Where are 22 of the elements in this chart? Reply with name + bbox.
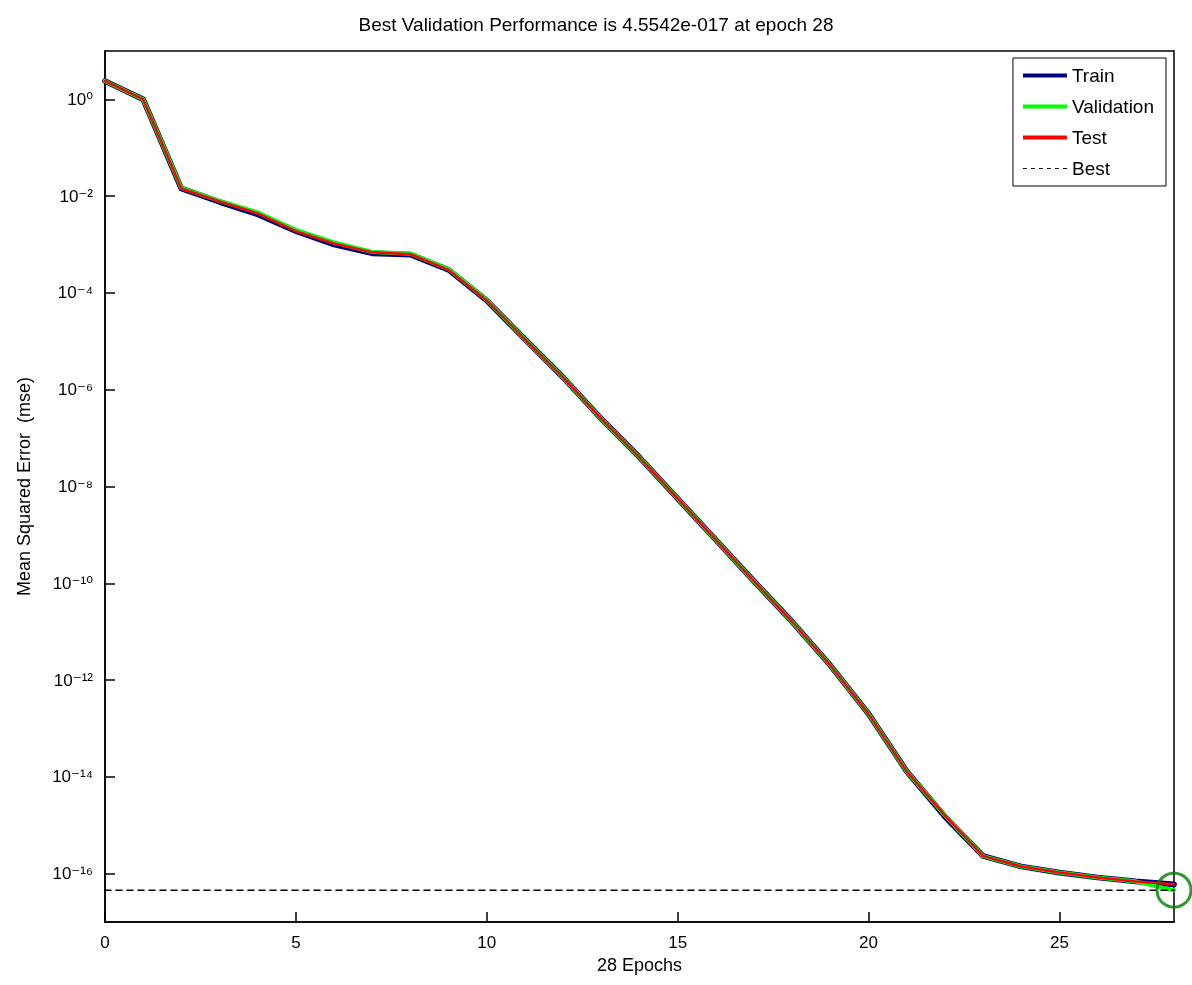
y-tick-label: 10⁻¹⁴ xyxy=(52,767,93,787)
y-tick-label: 10⁻¹⁶ xyxy=(52,864,93,884)
legend-label: Test xyxy=(1071,127,1108,148)
legend-label: Train xyxy=(1071,65,1115,86)
x-axis-title: 28 Epochs xyxy=(596,955,683,975)
y-tick-label: 10⁻⁸ xyxy=(57,477,93,496)
x-tick-label: 15 xyxy=(668,933,688,952)
x-tick-label: 0 xyxy=(100,933,110,952)
y-tick-label: 10⁻⁶ xyxy=(58,380,93,400)
legend-label: Validation xyxy=(1071,96,1155,117)
y-tick-label: 10⁻¹⁰ xyxy=(52,573,94,593)
x-tick-label: 5 xyxy=(291,933,301,952)
x-tick-label: 10 xyxy=(477,933,497,952)
x-tick-label: 25 xyxy=(1050,933,1069,952)
y-tick-label: 10⁻⁴ xyxy=(57,283,93,303)
y-tick-label: 10⁰ xyxy=(67,89,94,109)
y-tick-label: 10⁻² xyxy=(59,186,94,206)
legend-label: Best xyxy=(1071,158,1111,179)
chart-title: Best Validation Performance is 4.5542e-017 at epoch 28 xyxy=(358,14,834,35)
y-tick-label: 10⁻¹² xyxy=(53,670,94,690)
x-tick-label: 20 xyxy=(859,933,879,952)
y-axis-title: Mean Squared Error (mse) xyxy=(14,376,34,597)
